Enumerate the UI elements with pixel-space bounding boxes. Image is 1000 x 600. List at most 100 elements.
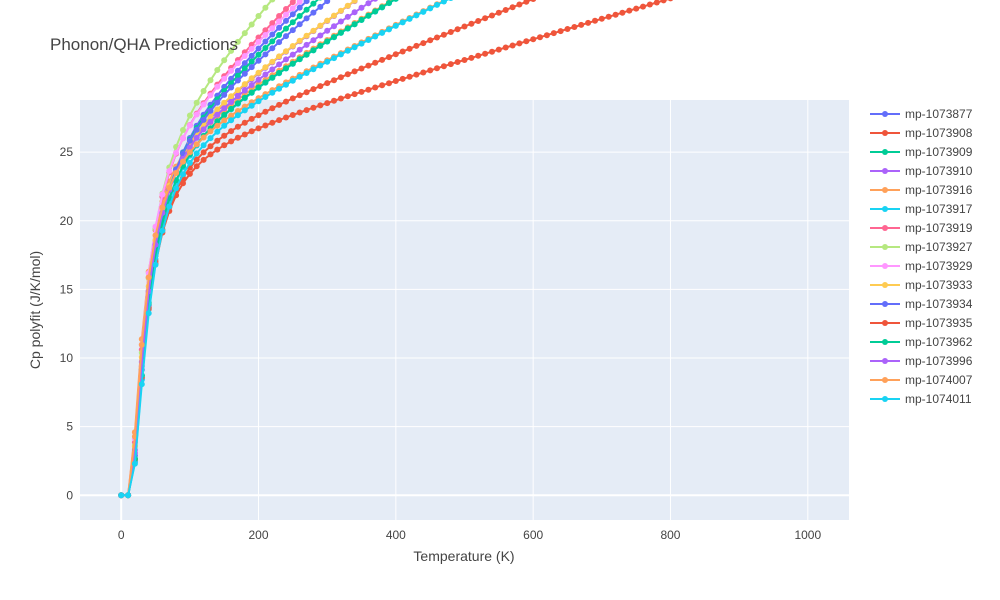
x-tick-label: 200 <box>249 528 269 542</box>
data-point <box>200 101 207 108</box>
data-point <box>207 113 214 120</box>
data-point <box>262 71 269 78</box>
data-point <box>262 4 269 11</box>
data-point <box>283 81 289 88</box>
data-point <box>296 13 303 19</box>
data-point <box>475 18 482 24</box>
data-point <box>317 83 324 90</box>
legend-item: mp-1073910 <box>870 164 973 178</box>
data-point <box>118 492 125 499</box>
data-point <box>214 118 221 125</box>
legend-label: mp-1073919 <box>905 221 973 235</box>
data-point <box>228 84 235 91</box>
data-point <box>296 0 303 5</box>
data-point <box>221 142 228 149</box>
data-point <box>337 18 344 25</box>
data-point <box>276 117 283 124</box>
legend-item: mp-1073929 <box>870 259 973 273</box>
data-point <box>289 5 296 12</box>
data-point <box>523 0 530 5</box>
data-point <box>420 8 427 15</box>
data-point <box>351 21 358 28</box>
data-point <box>289 27 296 34</box>
data-point <box>214 122 221 129</box>
data-point <box>420 40 427 47</box>
data-point <box>207 151 214 158</box>
data-point <box>434 1 440 8</box>
data-point <box>269 0 276 3</box>
data-point <box>646 1 653 8</box>
legend-item: mp-1073908 <box>870 126 973 140</box>
data-point <box>255 76 262 83</box>
data-point <box>207 118 214 125</box>
data-point <box>386 0 392 6</box>
data-point <box>516 1 523 8</box>
data-point <box>200 116 207 123</box>
legend-item: mp-1073962 <box>870 335 973 349</box>
data-point <box>262 94 269 100</box>
data-point <box>317 62 324 69</box>
data-point <box>605 13 612 20</box>
data-point <box>619 9 626 16</box>
data-point <box>331 34 337 41</box>
data-point <box>283 65 289 72</box>
data-point <box>180 158 186 165</box>
data-point <box>296 4 303 11</box>
data-point <box>234 77 241 84</box>
data-point <box>372 33 379 40</box>
data-point <box>372 59 379 66</box>
data-point <box>152 232 159 239</box>
data-point <box>289 60 296 67</box>
data-point <box>296 56 303 63</box>
chart-title: Phonon/QHA Predictions <box>50 35 238 54</box>
data-point <box>303 70 310 76</box>
data-point <box>228 117 235 124</box>
data-point <box>276 61 283 68</box>
data-point <box>255 125 262 132</box>
data-point <box>145 310 152 317</box>
data-point <box>248 21 255 28</box>
legend-item: mp-1073933 <box>870 278 973 292</box>
series-line <box>121 0 376 497</box>
data-point <box>365 37 372 43</box>
legend-marker <box>882 244 888 250</box>
data-point <box>660 0 667 4</box>
data-point <box>200 142 207 149</box>
data-point <box>166 203 173 210</box>
data-point <box>241 131 248 138</box>
data-point <box>159 191 166 198</box>
data-point <box>448 0 454 1</box>
data-point <box>331 97 337 104</box>
legend-label: mp-1073996 <box>905 354 973 368</box>
series-group <box>118 0 537 499</box>
legend-item: mp-1074011 <box>870 392 972 406</box>
legend-label: mp-1073962 <box>905 335 973 349</box>
data-point <box>392 78 399 84</box>
data-point <box>269 105 276 112</box>
data-point <box>193 111 200 118</box>
data-point <box>241 94 248 101</box>
data-point <box>234 38 241 45</box>
x-axis-title: Temperature (K) <box>413 548 514 564</box>
data-point <box>262 51 269 58</box>
legend-label: mp-1073933 <box>905 278 973 292</box>
series-line <box>121 0 669 497</box>
data-point <box>289 95 296 102</box>
data-point <box>193 99 200 106</box>
data-point <box>509 42 516 49</box>
data-point <box>241 30 248 37</box>
data-point <box>173 149 180 156</box>
data-point <box>200 149 207 156</box>
data-point <box>344 93 351 100</box>
data-point <box>193 150 200 157</box>
data-point <box>406 73 413 80</box>
data-point <box>214 106 221 113</box>
y-axis-title: Cp polyfit (J/K/mol) <box>27 251 43 369</box>
data-point <box>372 84 379 91</box>
data-point <box>344 47 351 54</box>
legend-item: mp-1073934 <box>870 297 973 311</box>
data-point <box>276 53 283 60</box>
data-point <box>324 27 331 34</box>
series-group <box>118 0 454 499</box>
data-point <box>228 128 235 135</box>
